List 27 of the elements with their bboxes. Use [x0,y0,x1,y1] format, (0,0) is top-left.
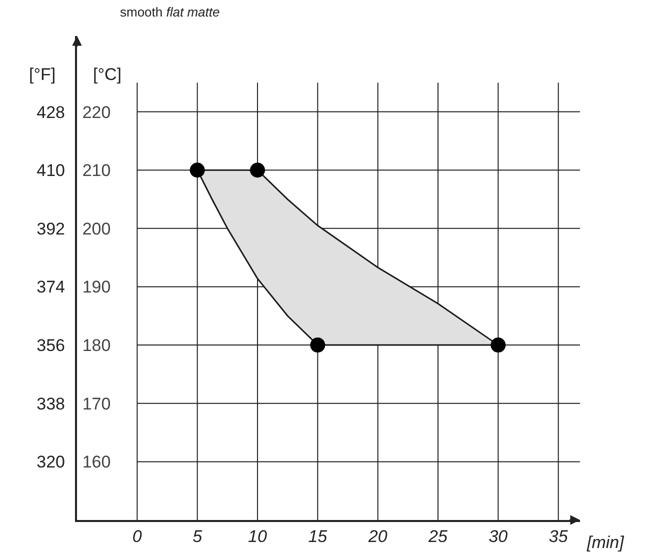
chart-subtitle: flat matte [166,4,220,20]
y-tick-label: 200 [82,219,111,238]
x-tick-label: 15 [308,527,328,546]
chart-title: smooth [120,4,163,20]
y2-tick-label: 374 [36,278,65,297]
x-tick-label: 5 [192,527,203,546]
y2-tick-label: 320 [36,452,65,472]
y2-tick-label: 428 [36,102,65,122]
y-tick-label: 160 [82,452,111,472]
x-tick-label: 0 [132,527,142,546]
y2-tick-label: 410 [36,161,65,180]
y2-axis-title: [°F] [29,65,56,84]
y-tick-label: 220 [82,102,111,122]
y2-tick-label: 392 [36,219,65,238]
x-tick-label: 30 [488,527,508,546]
y2-tick-label: 356 [36,336,65,356]
y2-tick-label: 338 [36,394,65,414]
x-tick-label: 20 [367,527,388,546]
x-tick-label: 10 [248,527,268,546]
x-tick-label: 35 [548,527,568,546]
y-tick-label: 170 [82,394,111,414]
y-tick-label: 210 [82,161,111,180]
x-tick-label: 25 [428,527,448,546]
y-tick-label: 190 [82,278,111,297]
y-axis-title: [°C] [93,65,122,84]
y-tick-label: 180 [82,336,111,356]
x-axis-title: [min] [586,533,626,552]
